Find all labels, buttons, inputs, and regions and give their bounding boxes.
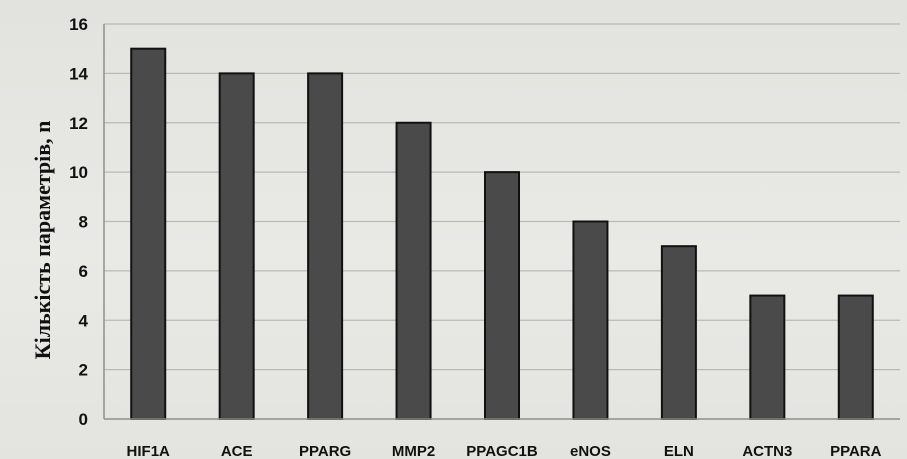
bars	[130, 47, 874, 420]
bar-eln	[660, 245, 697, 420]
x-tick-label: MMP2	[392, 443, 435, 459]
x-tick-label: PPAGC1B	[466, 443, 538, 459]
x-tick-label: PPARG	[299, 443, 351, 459]
x-tick-label: ACTN3	[742, 443, 792, 459]
bar-pparg	[307, 72, 344, 420]
x-tick-labels: HIF1A ACE PPARG MMP2 PPAGC1B eNOS ELN ACTN3 PPAR…	[127, 443, 882, 459]
bar-ppagc1b	[484, 171, 520, 420]
bar-ace	[218, 72, 255, 420]
bar-actn3	[749, 294, 786, 420]
bar-ppara	[837, 294, 874, 420]
y-axis-title: Кількість параметрів, n	[30, 121, 55, 360]
y-tick-labels: 0 2 4 6 8 10 12 14 16	[69, 15, 88, 429]
y-tick-label: 4	[79, 311, 89, 330]
x-tick-label: eNOS	[570, 443, 611, 459]
y-tick-label: 14	[69, 64, 88, 83]
y-tick-label: 12	[69, 114, 88, 133]
y-tick-label: 10	[69, 163, 88, 182]
bar-hif1a	[130, 47, 167, 420]
y-tick-label: 6	[79, 262, 88, 281]
x-tick-label: ACE	[221, 443, 253, 459]
y-tick-label: 16	[69, 15, 88, 34]
axes	[103, 24, 900, 420]
y-tick-label: 2	[79, 361, 88, 380]
x-tick-label: PPARA	[830, 443, 882, 459]
x-tick-label: ELN	[664, 443, 694, 459]
bar-mmp2	[395, 121, 432, 420]
bar-enos	[572, 220, 609, 420]
y-tick-label: 0	[79, 410, 88, 429]
y-tick-label: 8	[79, 213, 88, 232]
x-tick-label: HIF1A	[127, 443, 171, 459]
